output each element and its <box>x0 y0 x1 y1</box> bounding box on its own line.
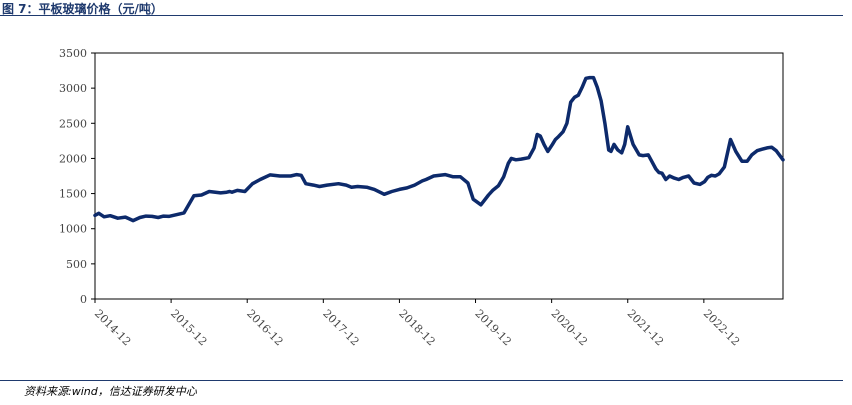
x-tick-label: 2017-12 <box>320 307 362 349</box>
x-tick-label: 2020-12 <box>549 307 591 349</box>
x-tick-label: 2016-12 <box>244 307 286 349</box>
plot-area-frame <box>94 52 784 300</box>
x-tick-label: 2021-12 <box>625 307 667 349</box>
x-tick-label: 2022-12 <box>701 307 743 349</box>
source-divider <box>0 380 843 381</box>
x-tick-label: 2015-12 <box>168 307 210 349</box>
series-layer <box>93 75 785 223</box>
y-tick-label: 2500 <box>59 117 87 130</box>
figure-title: 图 7：平板玻璃价格（元/吨） <box>2 2 163 16</box>
price-series-line <box>93 75 785 223</box>
y-tick-label: 1000 <box>59 223 87 236</box>
y-tick-label: 3500 <box>59 47 87 60</box>
x-tick-label: 2018-12 <box>396 307 438 349</box>
title-divider <box>0 15 843 16</box>
y-tick-label: 1500 <box>59 188 87 201</box>
x-tick-label: 2019-12 <box>472 307 514 349</box>
y-tick-label: 0 <box>80 293 87 306</box>
y-axis: 0 500 1000 1500 2000 2500 3000 3500 <box>59 47 95 306</box>
source-note: 资料来源:wind，信达证券研发中心 <box>24 385 197 398</box>
x-axis: 2014-12 2015-12 2016-12 2017-12 2018-12 2019-… <box>92 299 742 348</box>
y-tick-label: 500 <box>66 258 87 271</box>
y-tick-label: 2000 <box>59 152 87 165</box>
y-tick-label: 3000 <box>59 82 87 95</box>
line-chart: 0 500 1000 1500 2000 2500 3000 3500 2014-12 2015… <box>59 47 785 348</box>
x-tick-label: 2014-12 <box>92 307 134 349</box>
